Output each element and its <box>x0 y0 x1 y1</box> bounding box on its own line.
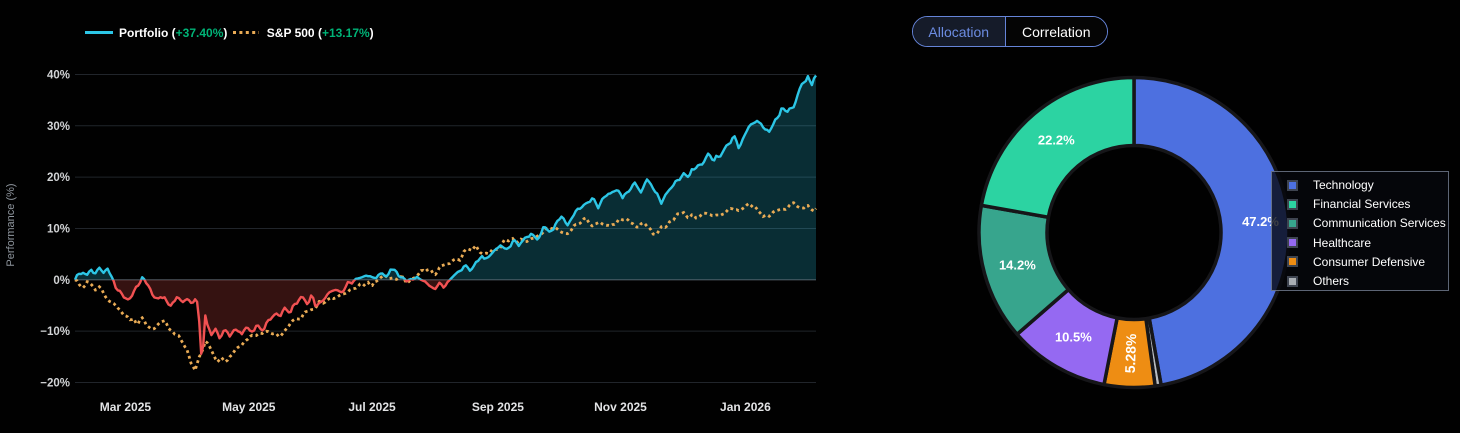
svg-text:Jul 2025: Jul 2025 <box>348 400 396 414</box>
svg-text:30%: 30% <box>47 121 70 133</box>
svg-text:−20%: −20% <box>40 378 70 390</box>
svg-text:22.2%: 22.2% <box>1038 132 1075 147</box>
svg-text:20%: 20% <box>47 172 70 184</box>
svg-text:5.28%: 5.28% <box>1122 333 1139 374</box>
svg-text:May 2025: May 2025 <box>222 400 276 414</box>
svg-text:10.5%: 10.5% <box>1055 330 1092 345</box>
svg-text:Jan 2026: Jan 2026 <box>720 400 771 414</box>
svg-text:Nov 2025: Nov 2025 <box>594 400 647 414</box>
svg-text:0%: 0% <box>53 275 70 287</box>
svg-text:S&P 500 (+13.17%): S&P 500 (+13.17%) <box>267 26 374 40</box>
svg-text:14.2%: 14.2% <box>999 257 1036 272</box>
svg-text:10%: 10% <box>47 224 70 236</box>
svg-text:−10%: −10% <box>40 326 70 338</box>
svg-text:40%: 40% <box>47 70 70 82</box>
svg-text:Performance (%): Performance (%) <box>5 183 17 266</box>
svg-text:47.2%: 47.2% <box>1242 214 1279 229</box>
svg-text:Sep 2025: Sep 2025 <box>472 400 524 414</box>
svg-text:Mar 2025: Mar 2025 <box>100 400 152 414</box>
svg-text:Portfolio (+37.40%): Portfolio (+37.40%) <box>119 26 227 40</box>
